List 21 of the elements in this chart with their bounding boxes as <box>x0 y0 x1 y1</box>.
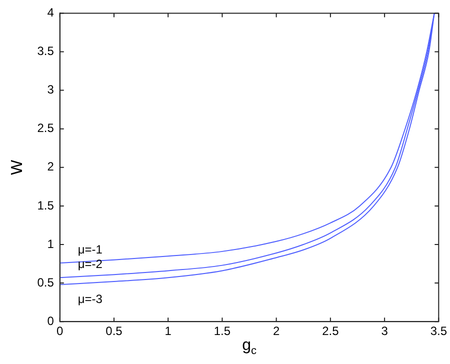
series-label: μ=-1 <box>78 242 103 256</box>
x-tick-label: 0.5 <box>106 324 123 338</box>
y-tick-label: 3.5 <box>37 44 54 58</box>
x-tick-label: 2.5 <box>322 324 340 338</box>
x-tick-label: 1 <box>164 324 172 338</box>
y-tick-label: 4 <box>47 6 54 20</box>
y-tick-label: 0.5 <box>37 275 54 290</box>
x-tick-label: 3.5 <box>430 324 448 338</box>
series-label: μ=-2 <box>78 256 103 271</box>
y-tick-label: 1.5 <box>37 198 54 212</box>
x-tick-label: 2 <box>272 324 280 338</box>
x-tick-label: 3 <box>381 324 388 338</box>
x-tick-label: 0 <box>56 324 64 338</box>
x-tick-label: 1.5 <box>214 324 231 338</box>
y-tick-label: 1 <box>47 236 54 251</box>
series-label: μ=-3 <box>78 292 103 306</box>
y-tick-label: 2.5 <box>37 121 54 136</box>
y-tick-label: 2 <box>47 160 54 174</box>
y-tick-label: 0 <box>47 314 54 328</box>
y-tick-label: 3 <box>47 82 54 97</box>
y-axis-title: W <box>9 158 26 175</box>
